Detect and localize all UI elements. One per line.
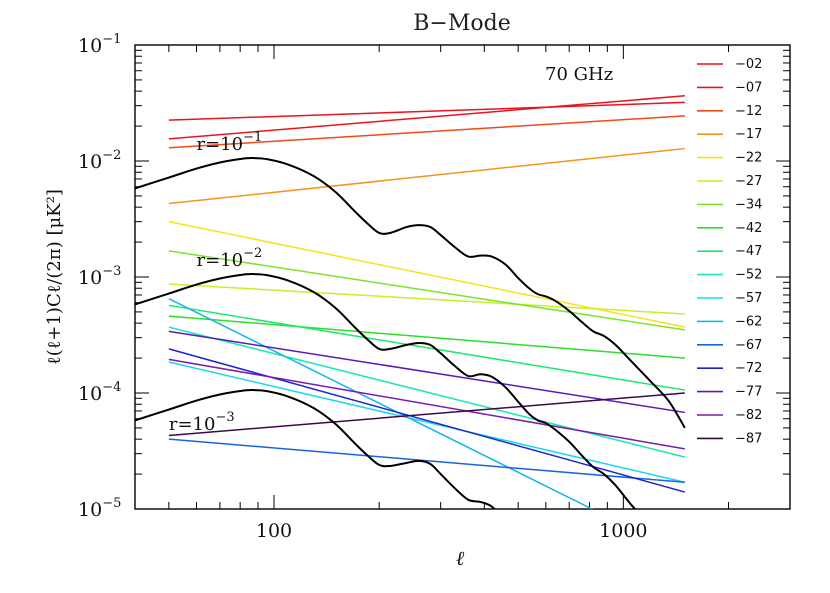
- foreground-line: [168, 95, 685, 140]
- foreground-line: [168, 304, 685, 391]
- foreground-line: [168, 283, 685, 315]
- y-tick-label: 10−2: [78, 148, 121, 173]
- y-tick-label: 10−1: [78, 32, 121, 57]
- plot-area: [135, 95, 686, 509]
- legend-label: −87: [735, 431, 762, 446]
- foreground-line: [168, 298, 594, 509]
- legend-item: −02: [697, 57, 762, 72]
- legend-label: −34: [735, 197, 762, 212]
- legend-label: −82: [735, 408, 762, 423]
- r-value-label: r=10−2: [197, 246, 263, 271]
- foreground-line: [168, 315, 685, 359]
- foreground-line: [168, 115, 685, 149]
- legend-label: −42: [735, 221, 762, 236]
- cmb-bmode-curve: [135, 389, 497, 509]
- legend-item: −22: [697, 151, 762, 166]
- x-tick-label: 100: [256, 520, 292, 542]
- r-value-label: r=10−1: [197, 130, 263, 155]
- legend-item: −17: [697, 127, 762, 142]
- foreground-line: [168, 438, 685, 484]
- foreground-line: [168, 101, 685, 121]
- legend-label: −52: [735, 268, 762, 283]
- cmb-bmode-curve: [135, 273, 637, 509]
- legend-item: −77: [697, 385, 762, 400]
- legend-label: −02: [735, 57, 762, 72]
- chart-title: B−Mode: [413, 11, 510, 36]
- y-tick-label: 10−4: [78, 380, 121, 405]
- x-axis-label: ℓ: [456, 546, 465, 570]
- tick-marks: [134, 44, 791, 510]
- legend-item: −42: [697, 221, 762, 236]
- legend-item: −57: [697, 291, 762, 306]
- legend-label: −57: [735, 291, 762, 306]
- legend-item: −07: [697, 80, 762, 95]
- legend-item: −67: [697, 338, 762, 353]
- legend-item: −34: [697, 197, 762, 212]
- foreground-line: [168, 348, 686, 493]
- legend-label: −12: [735, 104, 762, 119]
- legend-item: −27: [697, 174, 762, 189]
- legend: −02 −07 −12 −17 −22 −27 −34 −42 −47 −52 −57 −62 −67 −…: [697, 57, 762, 446]
- cmb-bmode-curve: [135, 157, 686, 429]
- annotations: r=10−1 r=10−2 r=10−3: [169, 130, 262, 435]
- foreground-line: [168, 250, 685, 331]
- y-axis-label: ℓ(ℓ+1)Cℓ/(2π) [μK²]: [44, 189, 65, 365]
- foreground-line: [168, 326, 686, 458]
- x-tick-label: 1000: [599, 520, 647, 542]
- y-tick-label: 10−5: [78, 496, 121, 521]
- legend-label: −22: [735, 151, 762, 166]
- legend-item: −72: [697, 361, 762, 376]
- legend-item: −47: [697, 244, 762, 259]
- legend-label: −47: [735, 244, 762, 259]
- y-tick-label: 10−3: [78, 264, 121, 289]
- foreground-line: [168, 361, 686, 484]
- r-value-label: r=10−3: [169, 410, 235, 435]
- tick-labels: 100 1000 10−1 10−2 10−3 10−4 10−5: [78, 32, 648, 542]
- foreground-line: [168, 358, 685, 450]
- legend-label: −67: [735, 338, 762, 353]
- legend-label: −27: [735, 174, 762, 189]
- legend-item: −87: [697, 431, 762, 446]
- legend-item: −52: [697, 268, 762, 283]
- foreground-line: [168, 330, 685, 414]
- legend-item: −12: [697, 104, 762, 119]
- frequency-annotation: 70 GHz: [545, 64, 613, 85]
- legend-label: −07: [735, 80, 762, 95]
- legend-item: −82: [697, 408, 762, 423]
- foreground-line: [168, 392, 685, 437]
- legend-label: −72: [735, 361, 762, 376]
- legend-label: −77: [735, 385, 762, 400]
- legend-label: −62: [735, 314, 762, 329]
- legend-item: −62: [697, 314, 762, 329]
- legend-label: −17: [735, 127, 762, 142]
- foreground-line: [168, 147, 685, 205]
